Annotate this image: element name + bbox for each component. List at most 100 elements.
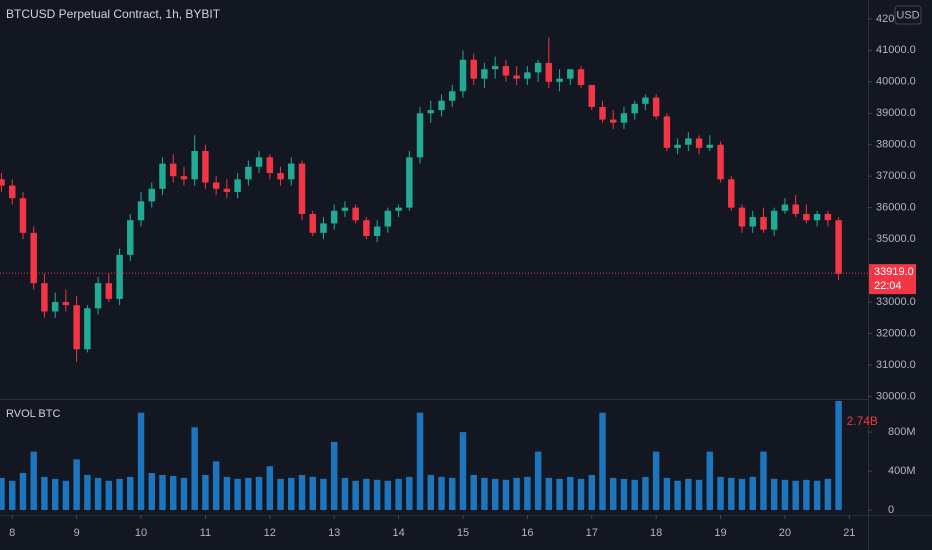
volume-bar (298, 474, 306, 510)
candle-body (127, 220, 134, 255)
candle-body (728, 179, 735, 208)
volume-bar (728, 477, 735, 510)
volume-bar (363, 478, 370, 510)
candle-body (320, 223, 327, 233)
volume-bar (513, 477, 520, 510)
candle-body (223, 188, 231, 192)
candle-body (642, 97, 649, 104)
y-tick-label: 36000.0 (876, 202, 916, 214)
candle-body (695, 138, 703, 148)
volume-bar (288, 477, 295, 510)
volume-bar (41, 476, 48, 510)
volume-bar (481, 477, 488, 510)
volume-bar (631, 479, 638, 510)
candle-body (813, 213, 821, 221)
candle-body (652, 97, 660, 117)
x-tick-label: 19 (714, 527, 726, 539)
y2-tick-label: 0 (888, 504, 894, 516)
candle-body (717, 144, 724, 180)
volume-bar (309, 476, 316, 510)
volume-bar (9, 480, 16, 510)
x-tick-label: 18 (650, 527, 662, 539)
candle-body (406, 157, 413, 208)
candle-body (427, 110, 435, 114)
candle-body (663, 116, 671, 148)
candle-body (41, 283, 48, 312)
candle-body (277, 173, 284, 180)
y2-tick-label: 400M (888, 465, 916, 477)
y-tick-label: 37000.0 (876, 170, 916, 182)
candle-body (577, 69, 585, 85)
volume-bar (599, 412, 606, 510)
x-tick-label: 11 (200, 527, 211, 539)
countdown: 22:04 (874, 280, 902, 292)
volume-bar (255, 476, 263, 510)
volume-bar (94, 477, 102, 510)
volume-bar (663, 477, 671, 510)
volume-bar (556, 478, 563, 510)
candle-body (202, 151, 209, 183)
chart-title: BTCUSD Perpetual Contract, 1h, BYBIT (6, 7, 221, 21)
volume-bar (84, 474, 91, 510)
volume-bar (395, 478, 402, 510)
candle-body (234, 179, 241, 192)
volume-bar (588, 474, 595, 510)
candle-body (416, 113, 424, 158)
volume-bar (277, 478, 284, 510)
candle-body (84, 308, 91, 350)
candle-body (9, 185, 16, 199)
volume-bar (73, 459, 80, 510)
candle-body (191, 151, 198, 180)
volume-bar (137, 412, 145, 510)
volume-bar (524, 476, 531, 510)
candle-body (395, 207, 402, 211)
candle-body (631, 103, 638, 114)
candle-body (749, 217, 756, 227)
volume-bar (169, 475, 177, 510)
candle-body (545, 62, 553, 82)
volume-bar (352, 480, 359, 510)
volume-bar (717, 476, 724, 510)
candle-body (330, 210, 338, 224)
currency-button[interactable] (894, 5, 922, 25)
x-tick-label: 8 (9, 527, 15, 539)
candle-body (384, 210, 392, 227)
volume-bar (534, 451, 542, 510)
volume-value-label: 2.74B (847, 414, 878, 428)
last-price-label: 33919.0 (874, 266, 914, 278)
volume-bar (609, 477, 617, 510)
price-pane (0, 37, 868, 362)
candle-body (760, 217, 767, 230)
candle-body (438, 100, 445, 111)
axes: 30000.031000.032000.033000.034000.035000… (9, 13, 916, 539)
candle-body (481, 69, 488, 79)
y2-tick-label: 800M (888, 426, 916, 438)
volume-bar (824, 478, 832, 510)
volume-bar (545, 477, 553, 510)
candle-body (73, 305, 80, 350)
candle-body (674, 144, 681, 148)
volume-bar (470, 474, 477, 510)
candle-body (470, 59, 477, 79)
candle-body (448, 91, 456, 101)
y-tick-label: 35000.0 (876, 233, 916, 245)
candle-body (770, 210, 778, 230)
candle-body (738, 207, 746, 227)
y-tick-label: 30000.0 (876, 390, 916, 402)
candle-body (94, 283, 102, 309)
volume-bar (148, 473, 155, 510)
candle-body (19, 198, 27, 233)
candle-body (148, 188, 155, 202)
volume-bar (491, 478, 499, 510)
volume-bar (416, 412, 424, 510)
candle-body (266, 157, 274, 174)
volume-bar (674, 480, 681, 510)
volume-bar (438, 476, 445, 510)
currency-label[interactable]: USD (896, 9, 919, 21)
volume-bar (223, 476, 231, 510)
volume-bar (567, 476, 574, 510)
candle-body (245, 166, 252, 180)
volume-bar (406, 476, 413, 510)
